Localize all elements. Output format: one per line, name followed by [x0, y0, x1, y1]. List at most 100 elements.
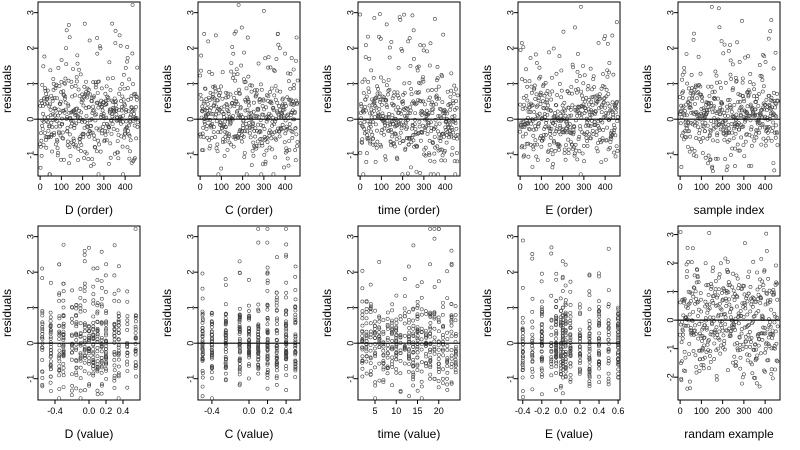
data-point — [420, 123, 425, 128]
data-point — [106, 95, 111, 100]
data-point — [126, 109, 131, 114]
data-point — [116, 327, 121, 332]
y-tick-label: -1 — [345, 375, 355, 383]
data-point — [683, 323, 688, 328]
data-point — [84, 151, 89, 156]
data-point — [239, 63, 244, 68]
x-tick-label: 100 — [694, 182, 709, 192]
data-point — [436, 329, 441, 334]
x-tick-label: 400 — [758, 406, 773, 416]
data-point — [577, 331, 582, 336]
data-point — [530, 332, 535, 337]
x-tick-label: 400 — [278, 182, 293, 192]
data-point — [105, 129, 110, 134]
data-point — [732, 354, 737, 359]
data-point — [567, 91, 572, 96]
data-point — [104, 311, 109, 316]
data-point — [532, 83, 537, 88]
data-point — [78, 72, 83, 77]
data-point — [536, 122, 541, 127]
data-point — [550, 89, 555, 94]
data-point — [605, 101, 610, 106]
data-point — [39, 153, 44, 158]
data-point — [242, 150, 247, 155]
data-point — [210, 350, 215, 355]
data-point — [607, 61, 612, 65]
data-point — [740, 76, 745, 81]
data-point — [717, 337, 722, 342]
data-point — [727, 138, 732, 143]
data-point — [78, 306, 83, 311]
data-point — [274, 383, 279, 387]
data-point — [709, 320, 714, 325]
data-point — [614, 144, 619, 149]
data-point — [246, 332, 251, 337]
data-point — [98, 126, 102, 131]
data-point — [199, 68, 203, 73]
data-point — [56, 107, 61, 112]
data-point — [750, 304, 755, 309]
data-point — [606, 341, 611, 346]
data-point — [87, 371, 91, 376]
data-point — [223, 316, 228, 321]
data-point — [387, 55, 392, 60]
data-point — [66, 102, 71, 107]
data-point — [262, 107, 266, 112]
data-point — [209, 106, 213, 110]
data-point — [539, 359, 544, 364]
data-point — [250, 120, 255, 125]
data-point — [616, 367, 621, 372]
data-point — [250, 124, 255, 129]
data-point — [263, 137, 267, 142]
data-point — [577, 361, 582, 365]
data-point — [57, 354, 62, 359]
data-point — [100, 286, 104, 290]
x-tick-label: 100 — [534, 182, 549, 192]
data-point — [215, 98, 220, 103]
data-point — [522, 153, 527, 158]
data-point — [530, 296, 535, 301]
data-point — [415, 347, 420, 351]
data-point — [114, 107, 119, 111]
x-tick-label: 300 — [736, 182, 751, 192]
data-point — [133, 341, 138, 346]
data-point — [389, 130, 394, 135]
data-point — [720, 328, 725, 333]
data-point — [539, 349, 544, 354]
data-point — [91, 373, 96, 378]
data-point — [284, 254, 289, 259]
data-point — [773, 105, 778, 110]
data-point — [445, 370, 450, 375]
data-point — [723, 315, 728, 320]
data-point — [286, 116, 291, 121]
data-point — [441, 333, 445, 337]
data-point — [426, 121, 431, 126]
data-point — [83, 321, 87, 326]
data-point — [600, 136, 605, 141]
data-point — [413, 111, 418, 116]
data-point — [724, 290, 729, 295]
data-point — [711, 315, 716, 320]
data-point — [64, 28, 69, 33]
data-point — [523, 131, 528, 136]
data-point — [88, 92, 92, 97]
data-point — [122, 132, 127, 136]
data-point — [534, 127, 538, 132]
data-point — [539, 271, 544, 276]
data-point — [717, 272, 722, 277]
data-point — [47, 124, 52, 129]
data-point — [767, 300, 772, 305]
data-point — [276, 129, 281, 134]
data-point — [752, 138, 757, 143]
data-point — [57, 337, 62, 341]
data-point — [438, 116, 443, 121]
data-point — [423, 328, 428, 333]
data-point — [747, 132, 752, 137]
data-point — [287, 126, 292, 130]
data-point — [520, 365, 525, 370]
data-point — [540, 338, 544, 343]
data-point — [421, 48, 426, 53]
data-point — [360, 316, 365, 321]
data-point — [125, 314, 130, 319]
